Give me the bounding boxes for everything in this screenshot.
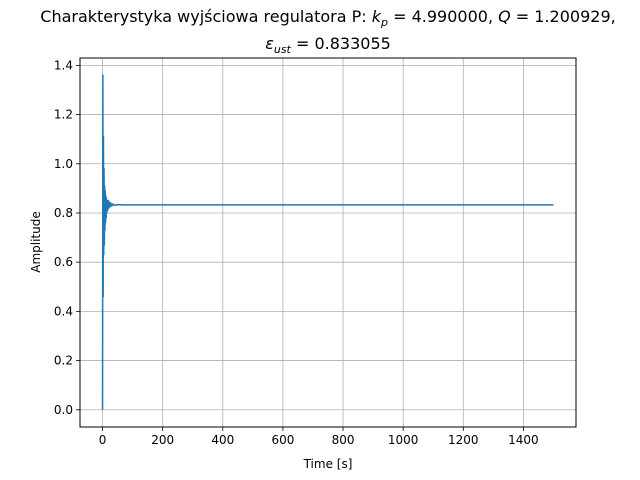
x-axis-label: Time [s]: [303, 457, 353, 471]
title-eps-symbol: ε: [265, 34, 274, 53]
x-tick-label: 800: [332, 433, 355, 447]
y-tick-label: 0.8: [54, 206, 73, 220]
x-tick-label: 600: [271, 433, 294, 447]
y-tick-label: 0.6: [54, 255, 73, 269]
chart-title-line-1: Charakterystyka wyjściowa regulatora P: …: [40, 7, 615, 29]
title-eps-value: = 0.833055: [291, 34, 391, 53]
grid-layer: [80, 58, 576, 427]
x-tick-label: 1200: [448, 433, 479, 447]
y-tick-label: 1.2: [54, 108, 73, 122]
title-eps-subscript: ust: [274, 43, 292, 56]
x-tick-label: 200: [151, 433, 174, 447]
y-axis-ticks: 0.0 0.2 0.4 0.6 0.8 1.0 1.2 1.4: [54, 58, 80, 417]
x-tick-label: 1000: [388, 433, 419, 447]
y-axis-label: Amplitude: [29, 211, 43, 273]
title-q-value: = 1.200929,: [511, 7, 616, 26]
x-tick-label: 0: [99, 433, 107, 447]
title-prefix: Charakterystyka wyjściowa regulatora P:: [40, 7, 372, 26]
y-tick-label: 1.4: [54, 58, 73, 72]
axes-frame: [79, 57, 577, 428]
y-tick-label: 0.2: [54, 354, 73, 368]
series-line: [101, 74, 554, 410]
series-layer: [101, 74, 554, 410]
title-kp-subscript: p: [380, 16, 388, 29]
title-kp-value: = 4.990000,: [388, 7, 498, 26]
title-kp-symbol: k: [372, 7, 382, 26]
x-tick-label: 1400: [508, 433, 539, 447]
y-tick-label: 0.0: [54, 403, 73, 417]
chart-title-line-2: εust = 0.833055: [265, 34, 391, 56]
x-axis-ticks: 0 200 400 600 800 1000 1200 1400: [99, 427, 539, 447]
y-tick-label: 0.4: [54, 304, 73, 318]
title-q-symbol: Q: [498, 7, 511, 26]
y-tick-label: 1.0: [54, 157, 73, 171]
x-tick-label: 400: [211, 433, 234, 447]
